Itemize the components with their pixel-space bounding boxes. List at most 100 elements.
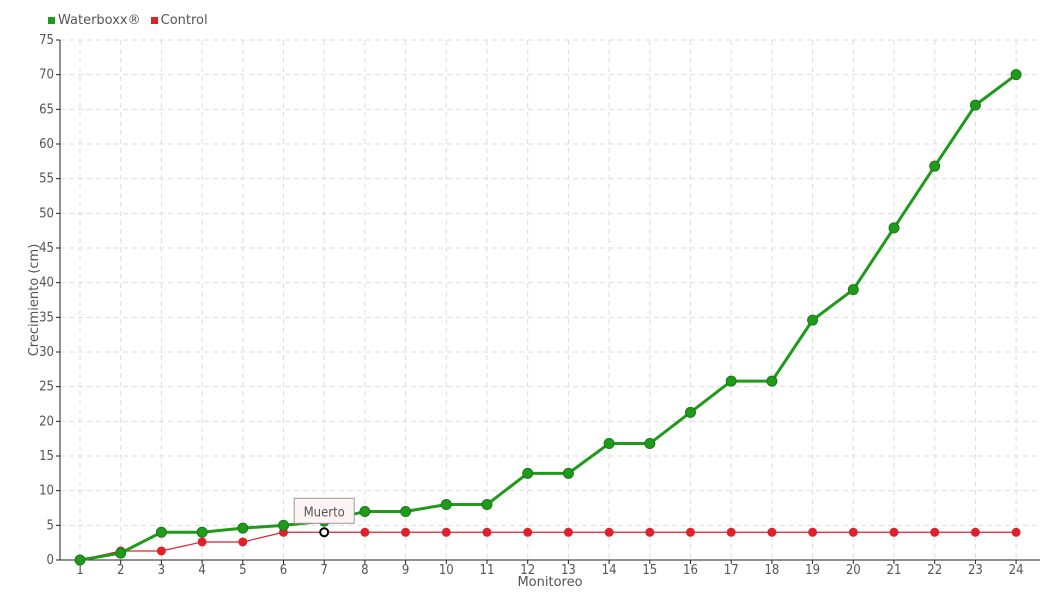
data-point-control[interactable]	[197, 537, 207, 547]
axes	[56, 39, 1040, 564]
y-tick-label: 5	[47, 518, 54, 533]
y-tick-label: 20	[39, 414, 54, 429]
data-point-waterboxx[interactable]	[400, 505, 412, 517]
data-point-waterboxx[interactable]	[807, 314, 819, 326]
x-tick-label: 5	[239, 563, 246, 578]
x-tick-label: 20	[846, 563, 861, 578]
data-point-waterboxx[interactable]	[725, 375, 737, 387]
x-tick-label: 15	[642, 563, 657, 578]
x-tick-label: 10	[439, 563, 454, 578]
x-tick-label: 4	[198, 563, 205, 578]
legend-item-control[interactable]: Control	[150, 13, 208, 28]
data-point-waterboxx[interactable]	[155, 526, 167, 538]
y-tick-labels: 0 5 10 15 20 25 30 35 40 45 50 55 60 65 70 75	[39, 33, 54, 568]
series-line-control	[79, 531, 1017, 561]
data-point-waterboxx[interactable]	[481, 499, 493, 511]
series-line-waterboxx	[79, 73, 1017, 562]
data-point-waterboxx[interactable]	[359, 505, 371, 517]
annotation-label: Muerto	[304, 505, 345, 520]
data-point-waterboxx[interactable]	[522, 467, 534, 479]
data-point-control[interactable]	[970, 527, 980, 537]
x-tick-label: 16	[683, 563, 698, 578]
data-point-control[interactable]	[808, 527, 818, 537]
x-tick-labels: 1 2 3 4 5 6 7 8 9 10 11 12 13 14 15 16 17 18 19 20 21 22 23 24	[76, 563, 1023, 578]
x-tick-label: 1	[76, 563, 83, 578]
x-tick-label: 6	[280, 563, 287, 578]
x-tick-label: 3	[158, 563, 165, 578]
y-tick-label: 10	[39, 484, 54, 499]
y-tick-label: 70	[39, 68, 54, 83]
data-point-waterboxx[interactable]	[196, 526, 208, 538]
chart-legend: Waterboxx® Control	[48, 13, 208, 28]
data-point-waterboxx[interactable]	[888, 222, 900, 234]
data-point-waterboxx[interactable]	[1010, 69, 1022, 81]
x-tick-label: 9	[402, 563, 409, 578]
data-point-control[interactable]	[401, 527, 411, 537]
y-tick-label: 50	[39, 206, 54, 221]
legend-label-control: Control	[160, 13, 208, 28]
data-point-waterboxx[interactable]	[440, 499, 452, 511]
x-tick-label: 7	[320, 563, 327, 578]
data-point-control[interactable]	[441, 527, 451, 537]
data-point-waterboxx[interactable]	[847, 284, 859, 296]
x-tick-label: 21	[887, 563, 902, 578]
data-point-waterboxx[interactable]	[562, 467, 574, 479]
x-tick-label: 24	[1009, 563, 1024, 578]
data-point-control[interactable]	[767, 527, 777, 537]
data-point-control[interactable]	[645, 527, 655, 537]
y-tick-label: 25	[39, 380, 54, 395]
data-point-waterboxx[interactable]	[766, 375, 778, 387]
y-axis-title: Crecimiento (cm)	[27, 244, 42, 357]
data-point-waterboxx[interactable]	[278, 519, 289, 531]
data-point-control[interactable]	[848, 527, 858, 537]
data-point-waterboxx[interactable]	[929, 160, 941, 172]
x-tick-label: 14	[602, 563, 617, 578]
annotation-box	[293, 497, 355, 524]
y-tick-label: 75	[39, 33, 54, 48]
x-tick-label: 11	[480, 563, 495, 578]
legend-label-waterboxx: Waterboxx®	[58, 13, 141, 28]
data-point-control[interactable]	[360, 527, 370, 537]
data-point-control[interactable]	[523, 527, 533, 537]
x-tick-label: 13	[561, 563, 576, 578]
data-point-waterboxx[interactable]	[603, 438, 615, 450]
legend-swatch-control	[150, 17, 158, 24]
data-point-control[interactable]	[238, 537, 248, 547]
annotation-group: Muerto	[293, 497, 355, 524]
data-point-control[interactable]	[930, 527, 940, 537]
data-point-control[interactable]	[563, 527, 573, 537]
data-point-waterboxx[interactable]	[969, 99, 981, 111]
data-point-waterboxx[interactable]	[237, 522, 249, 534]
data-point-control[interactable]	[1011, 527, 1021, 537]
x-tick-label: 18	[764, 563, 779, 578]
data-point-waterboxx[interactable]	[644, 438, 656, 450]
x-tick-label: 22	[927, 563, 942, 578]
data-point-control[interactable]	[889, 527, 899, 537]
data-point-control[interactable]	[319, 527, 330, 538]
data-point-control[interactable]	[156, 546, 166, 556]
data-point-control[interactable]	[686, 527, 695, 537]
data-point-control[interactable]	[726, 527, 736, 537]
x-tick-label: 19	[805, 563, 820, 578]
x-tick-label: 8	[361, 563, 368, 578]
x-tick-label: 23	[968, 563, 983, 578]
y-tick-label: 45	[39, 241, 54, 256]
data-point-control[interactable]	[482, 527, 492, 537]
y-tick-label: 40	[39, 276, 54, 291]
data-point-waterboxx[interactable]	[685, 406, 696, 418]
legend-item-waterboxx[interactable]: Waterboxx®	[48, 13, 141, 28]
data-point-control[interactable]	[604, 527, 614, 537]
x-tick-label: 2	[117, 563, 124, 578]
y-tick-label: 60	[39, 137, 54, 152]
y-tick-label: 15	[39, 449, 54, 464]
y-tick-label: 30	[39, 345, 54, 360]
data-point-waterboxx[interactable]	[74, 554, 86, 566]
y-tick-label: 35	[39, 310, 54, 325]
y-tick-label: 55	[39, 172, 54, 187]
series-group	[74, 69, 1022, 566]
y-tick-label: 65	[39, 102, 54, 117]
data-point-waterboxx[interactable]	[115, 547, 127, 559]
y-tick-label: 0	[47, 553, 54, 568]
legend-swatch-waterboxx	[48, 17, 55, 24]
